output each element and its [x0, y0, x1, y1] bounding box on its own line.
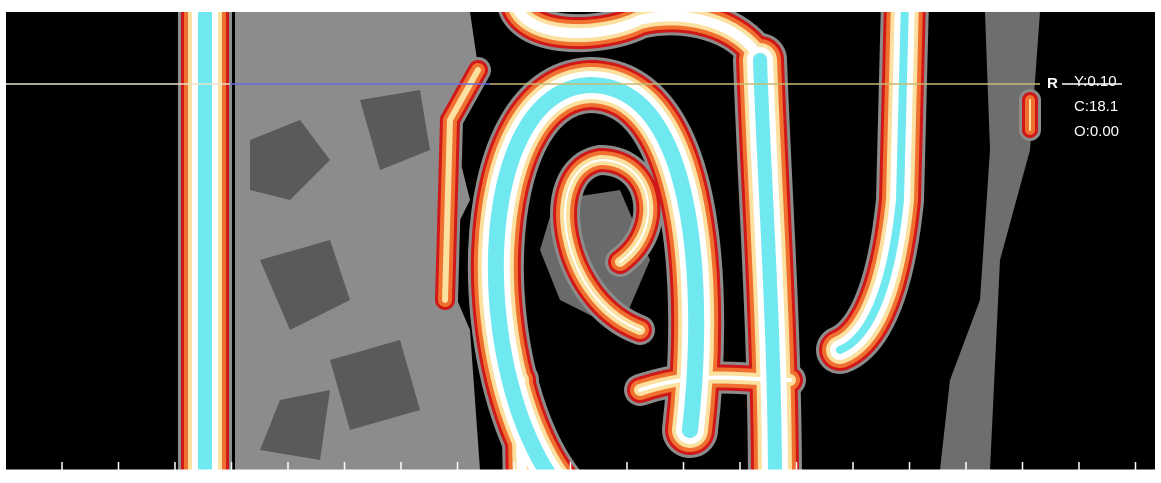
tissue-region [940, 12, 1040, 470]
orientation-label: R [1047, 75, 1058, 92]
intensity-band [564, 158, 650, 331]
intensity-band [487, 76, 705, 470]
ruler-ticks [61, 462, 1137, 470]
scan-image [178, 12, 1041, 470]
intensity-band [513, 12, 767, 67]
overlay-o: O:0.00 [1074, 123, 1119, 140]
intensity-band [836, 12, 909, 354]
intensity-band [753, 53, 782, 470]
overlay-c: C:18.1 [1074, 98, 1118, 115]
intensity-band [442, 67, 481, 303]
tissue-patch [250, 90, 430, 460]
overlay-y: Y:0.10 [1074, 73, 1117, 90]
